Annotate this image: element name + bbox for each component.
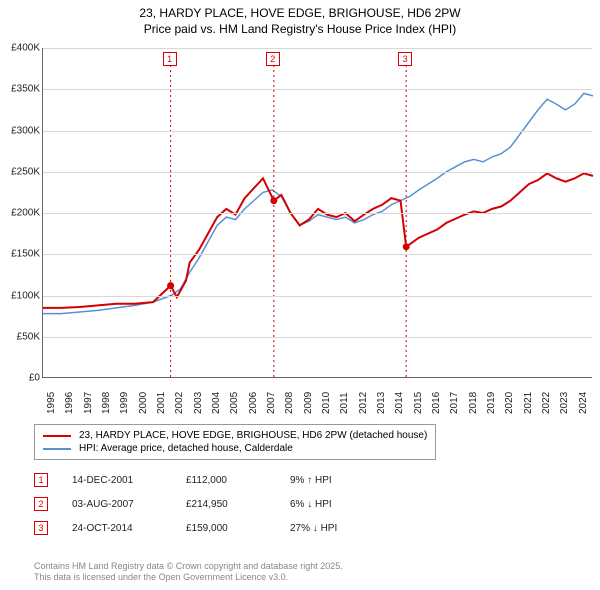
y-tick-label: £0 — [2, 373, 40, 384]
marker-box: 1 — [163, 52, 177, 66]
gridline-h — [43, 48, 592, 49]
gridline-h — [43, 337, 592, 338]
event-date: 03-AUG-2007 — [72, 499, 162, 510]
y-tick-label: £100K — [2, 290, 40, 301]
chart-container: 23, HARDY PLACE, HOVE EDGE, BRIGHOUSE, H… — [0, 0, 600, 590]
legend-swatch — [43, 448, 71, 450]
event-row: 3 24-OCT-2014 £159,000 27% ↓ HPI — [34, 516, 337, 540]
event-date: 24-OCT-2014 — [72, 523, 162, 534]
event-row: 2 03-AUG-2007 £214,950 6% ↓ HPI — [34, 492, 337, 516]
title-line-2: Price paid vs. HM Land Registry's House … — [0, 22, 600, 38]
x-tick-label: 2024 — [578, 392, 589, 414]
x-tick-label: 2015 — [413, 392, 424, 414]
x-tick-label: 1996 — [64, 392, 75, 414]
gridline-h — [43, 89, 592, 90]
event-dot — [270, 197, 277, 204]
event-delta: 6% ↓ HPI — [290, 499, 332, 510]
gridline-h — [43, 254, 592, 255]
event-marker: 2 — [34, 497, 48, 511]
x-tick-label: 2010 — [321, 392, 332, 414]
x-tick-label: 2012 — [358, 392, 369, 414]
x-tick-label: 1998 — [101, 392, 112, 414]
gridline-h — [43, 296, 592, 297]
y-tick-label: £400K — [2, 43, 40, 54]
x-tick-label: 2005 — [229, 392, 240, 414]
gridline-h — [43, 213, 592, 214]
event-price: £112,000 — [186, 475, 266, 486]
footer-line-2: This data is licensed under the Open Gov… — [34, 572, 343, 584]
x-tick-label: 2004 — [211, 392, 222, 414]
legend-row: 23, HARDY PLACE, HOVE EDGE, BRIGHOUSE, H… — [43, 429, 427, 442]
gridline-h — [43, 172, 592, 173]
marker-box: 3 — [398, 52, 412, 66]
event-delta: 9% ↑ HPI — [290, 475, 332, 486]
footer-line-1: Contains HM Land Registry data © Crown c… — [34, 561, 343, 573]
chart-plot-area — [42, 48, 592, 378]
x-tick-label: 2000 — [138, 392, 149, 414]
x-tick-label: 2008 — [284, 392, 295, 414]
y-tick-label: £50K — [2, 331, 40, 342]
y-tick-label: £150K — [2, 249, 40, 260]
chart-title: 23, HARDY PLACE, HOVE EDGE, BRIGHOUSE, H… — [0, 0, 600, 37]
footer: Contains HM Land Registry data © Crown c… — [34, 561, 343, 584]
x-tick-label: 2023 — [559, 392, 570, 414]
marker-box: 2 — [266, 52, 280, 66]
x-tick-label: 1995 — [46, 392, 57, 414]
x-tick-label: 2021 — [523, 392, 534, 414]
series-line — [43, 173, 593, 307]
series-line — [43, 93, 593, 313]
x-tick-label: 2006 — [248, 392, 259, 414]
event-marker: 3 — [34, 521, 48, 535]
y-tick-label: £200K — [2, 208, 40, 219]
legend-swatch — [43, 435, 71, 437]
event-price: £159,000 — [186, 523, 266, 534]
x-tick-label: 2019 — [486, 392, 497, 414]
legend-label: 23, HARDY PLACE, HOVE EDGE, BRIGHOUSE, H… — [79, 430, 427, 441]
x-tick-label: 2018 — [468, 392, 479, 414]
event-table: 1 14-DEC-2001 £112,000 9% ↑ HPI 2 03-AUG-2007… — [34, 468, 337, 540]
event-dot — [403, 243, 410, 250]
x-tick-label: 2016 — [431, 392, 442, 414]
event-date: 14-DEC-2001 — [72, 475, 162, 486]
event-marker: 1 — [34, 473, 48, 487]
x-tick-label: 2017 — [449, 392, 460, 414]
legend-label: HPI: Average price, detached house, Cald… — [79, 443, 293, 454]
event-dot — [167, 282, 174, 289]
x-tick-label: 2013 — [376, 392, 387, 414]
legend-row: HPI: Average price, detached house, Cald… — [43, 442, 427, 455]
x-tick-label: 2003 — [193, 392, 204, 414]
event-row: 1 14-DEC-2001 £112,000 9% ↑ HPI — [34, 468, 337, 492]
x-axis-labels: 1995 1996 1997 1998 1999 2000 2001 2002 2003 2004… — [42, 384, 592, 424]
title-line-1: 23, HARDY PLACE, HOVE EDGE, BRIGHOUSE, H… — [0, 6, 600, 22]
y-tick-label: £250K — [2, 166, 40, 177]
gridline-h — [43, 131, 592, 132]
event-price: £214,950 — [186, 499, 266, 510]
x-tick-label: 2007 — [266, 392, 277, 414]
x-tick-label: 2022 — [541, 392, 552, 414]
legend: 23, HARDY PLACE, HOVE EDGE, BRIGHOUSE, H… — [34, 424, 436, 460]
y-tick-label: £350K — [2, 84, 40, 95]
x-tick-label: 2002 — [174, 392, 185, 414]
x-tick-label: 2014 — [394, 392, 405, 414]
x-tick-label: 2020 — [504, 392, 515, 414]
x-tick-label: 2001 — [156, 392, 167, 414]
x-tick-label: 1997 — [83, 392, 94, 414]
x-tick-label: 2011 — [339, 392, 350, 414]
event-delta: 27% ↓ HPI — [290, 523, 337, 534]
x-tick-label: 2009 — [303, 392, 314, 414]
x-tick-label: 1999 — [119, 392, 130, 414]
y-tick-label: £300K — [2, 125, 40, 136]
